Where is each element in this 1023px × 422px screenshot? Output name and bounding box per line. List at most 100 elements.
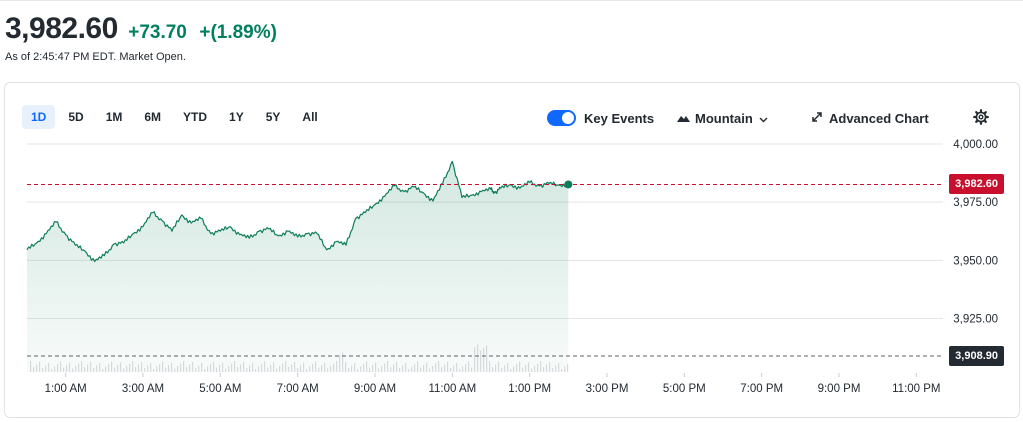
mountain-icon xyxy=(677,111,690,126)
volume-bar xyxy=(99,363,101,372)
volume-bar xyxy=(249,365,251,372)
volume-bar xyxy=(318,367,320,372)
volume-bar xyxy=(48,363,50,372)
volume-bar xyxy=(285,361,287,372)
quote-header: 3,982.60 +73.70 +(1.89%) xyxy=(5,12,277,46)
volume-bar xyxy=(375,362,377,372)
volume-bar xyxy=(276,368,278,372)
volume-bar xyxy=(495,364,497,372)
volume-bar xyxy=(528,362,530,372)
range-tab[interactable]: All xyxy=(302,110,318,124)
volume-bar xyxy=(453,365,455,372)
volume-bar xyxy=(561,369,563,372)
volume-bar xyxy=(267,367,269,372)
volume-bar xyxy=(441,367,443,372)
range-tab[interactable]: 1M xyxy=(105,110,123,124)
x-tick-label: 3:00 AM xyxy=(122,383,164,395)
volume-bar xyxy=(246,368,248,372)
volume-bar xyxy=(402,365,404,372)
chart-type-label: Mountain xyxy=(695,110,753,126)
volume-bar xyxy=(360,366,362,372)
volume-bar xyxy=(315,361,317,372)
volume-bar xyxy=(45,365,47,372)
volume-bar xyxy=(507,363,509,372)
range-tab[interactable]: 5Y xyxy=(265,110,281,124)
volume-bar xyxy=(300,365,302,372)
volume-bar xyxy=(138,364,140,372)
volume-bar xyxy=(510,369,512,372)
volume-bar xyxy=(519,361,521,372)
volume-bar xyxy=(432,366,434,372)
volume-bar xyxy=(459,369,461,372)
volume-bar xyxy=(177,366,179,372)
volume-bar xyxy=(384,363,386,372)
volume-bar xyxy=(207,366,209,372)
volume-bar xyxy=(150,363,152,372)
volume-bar xyxy=(345,362,347,372)
range-tab[interactable]: 6M xyxy=(144,110,162,124)
x-tick-label: 9:00 AM xyxy=(354,383,396,395)
volume-bar xyxy=(438,361,440,372)
y-tick-label: 3,950.00 xyxy=(953,255,998,267)
gear-icon[interactable] xyxy=(973,109,989,125)
volume-bar xyxy=(126,366,128,372)
volume-bar xyxy=(222,362,224,372)
volume-bar xyxy=(132,361,134,372)
y-tick-label: 3,975.00 xyxy=(953,197,998,209)
volume-bar xyxy=(333,363,335,372)
volume-bar xyxy=(414,364,416,372)
volume-bar xyxy=(291,364,293,372)
key-events-toggle[interactable]: Key Events xyxy=(547,105,654,131)
previous-close-badge: 3,908.90 xyxy=(949,345,1004,366)
volume-bar xyxy=(204,369,206,372)
advanced-chart-button[interactable]: Advanced Chart xyxy=(811,105,929,131)
volume-bar xyxy=(378,368,380,372)
volume-bar xyxy=(393,364,395,372)
volume-bar xyxy=(153,369,155,372)
range-tab[interactable]: YTD xyxy=(183,110,208,124)
volume-bar xyxy=(135,367,137,372)
volume-bar xyxy=(114,367,116,372)
range-tab[interactable]: 1D xyxy=(22,105,56,129)
range-tab[interactable]: 5D xyxy=(68,110,84,124)
volume-bar xyxy=(327,368,329,372)
volume-bar xyxy=(36,364,38,372)
volume-bar xyxy=(357,369,359,372)
volume-bar xyxy=(465,364,467,372)
volume-bar xyxy=(123,368,125,372)
volume-bar xyxy=(141,362,143,372)
volume-bar xyxy=(174,368,176,372)
volume-bar xyxy=(534,366,536,372)
volume-bar xyxy=(471,367,473,372)
volume-bar xyxy=(90,362,92,372)
x-tick-label: 1:00 PM xyxy=(508,383,551,395)
chart-type-select[interactable]: Mountain xyxy=(677,105,768,131)
volume-bar xyxy=(165,367,167,372)
volume-bar xyxy=(258,366,260,372)
volume-bar xyxy=(537,363,539,372)
volume-bar xyxy=(42,368,44,372)
range-tab[interactable]: 1Y xyxy=(229,110,244,124)
volume-bar xyxy=(324,362,326,372)
volume-bar xyxy=(228,366,230,372)
volume-bar xyxy=(486,345,488,372)
volume-bar xyxy=(240,364,242,372)
volume-bar xyxy=(129,363,131,372)
volume-bar xyxy=(489,361,491,372)
volume-bar xyxy=(72,368,74,372)
volume-bar xyxy=(192,362,194,372)
volume-bar xyxy=(330,366,332,372)
price-area xyxy=(27,161,569,372)
toggle-switch[interactable] xyxy=(547,110,576,126)
volume-bar xyxy=(225,368,227,372)
volume-bar xyxy=(30,361,32,372)
volume-bar xyxy=(234,361,236,372)
volume-bar xyxy=(462,366,464,372)
volume-bar xyxy=(117,365,119,372)
volume-bar xyxy=(237,367,239,372)
volume-bar xyxy=(564,366,566,372)
volume-bar xyxy=(261,364,263,372)
volume-bar xyxy=(522,367,524,372)
x-tick-label: 1:00 AM xyxy=(45,383,87,395)
